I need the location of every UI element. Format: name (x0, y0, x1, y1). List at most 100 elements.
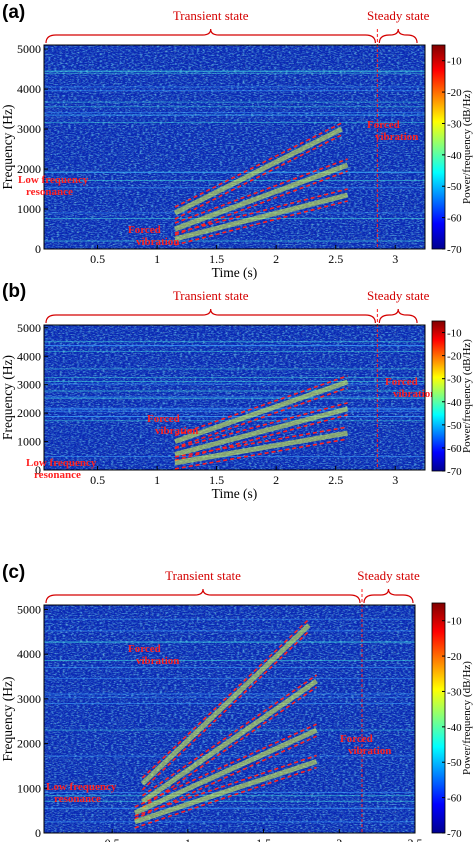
panel-label: (c) (2, 562, 25, 583)
axes-frame (43, 44, 426, 250)
colorbar-tick-label: -30 (447, 374, 462, 386)
ridge-outline-top (174, 402, 348, 450)
y-tick-label: 5000 (17, 42, 41, 56)
x-tick-label: 2.5 (408, 836, 423, 842)
colorbar-tick-label: -70 (447, 466, 462, 478)
x-tick-label: 1.5 (209, 473, 224, 487)
ridge-outline-top (174, 188, 348, 234)
colorbar-tick-label: -30 (447, 118, 462, 130)
state-brace (45, 308, 376, 324)
ridge-outline-top (134, 754, 317, 817)
ridge-outline-top (174, 122, 343, 208)
state-label: Transient state (165, 568, 241, 583)
ridge-outline-bottom (174, 170, 348, 236)
x-tick-label: 2 (273, 252, 279, 266)
forced-vibration-ridge (174, 192, 349, 242)
annotation-label: Forced vibration (367, 119, 418, 143)
spectrogram-hotspots (44, 325, 425, 470)
y-tick-label: 0 (35, 463, 41, 477)
colorbar-tick-label: -10 (447, 616, 462, 628)
y-tick-label: 3000 (17, 378, 41, 392)
y-tick-label: 5000 (17, 321, 41, 335)
annotation-label: Forced vibration (128, 224, 179, 248)
y-tick-label: 4000 (17, 647, 41, 661)
colorbar-tick-label: -60 (447, 793, 462, 805)
y-tick-label: 0 (35, 242, 41, 256)
ridge-outline-bottom (174, 200, 348, 246)
annotation-label: Forced vibration (385, 376, 436, 400)
x-tick-label: 3 (392, 252, 398, 266)
colorbar-label: Power/frequency (dB/Hz) (461, 90, 473, 204)
ridge-outline-bottom (141, 630, 310, 791)
axes-frame (43, 604, 416, 834)
ridge-outline-bottom (141, 686, 318, 809)
forced-vibration-ridge (140, 623, 311, 786)
x-tick-label: 0.5 (105, 836, 120, 842)
annotation-label: Low frequency resonance (26, 457, 97, 481)
state-brace (378, 28, 418, 44)
y-tick-label: 1000 (17, 202, 41, 216)
colorbar-tick-label: -60 (447, 443, 462, 455)
annotation-label: Low frequency resonance (46, 781, 117, 805)
y-tick-label: 4000 (17, 82, 41, 96)
colorbar-tick-label: -20 (447, 651, 462, 663)
colorbar-label: Power/frequency (dB/Hz) (461, 339, 473, 453)
ridge-outline-top (134, 723, 317, 808)
panel-b: (b) 0.5 1 1.5 2 2.5 3 0 1000 2000 3000 4000 5000 Time… (0, 281, 473, 501)
colorbar-tick-label: -40 (447, 397, 462, 409)
state-label: Steady state (367, 288, 430, 303)
state-brace (45, 28, 376, 44)
colorbar-tick-label: -30 (447, 686, 462, 698)
colorbar-tick-label: -70 (447, 244, 462, 256)
x-tick-label: 0.5 (90, 252, 105, 266)
ridge-outline-bottom (174, 387, 348, 449)
panel-label: (b) (2, 281, 26, 302)
colorbar-tick-label: -10 (447, 328, 462, 340)
x-tick-label: 0.5 (90, 473, 105, 487)
x-tick-label: 1 (154, 473, 160, 487)
annotation-label: Forced vibration (128, 643, 179, 667)
ridge-outline-bottom (174, 438, 348, 470)
state-label: Steady state (357, 568, 420, 583)
y-tick-label: 2000 (17, 737, 41, 751)
y-tick-label: 2000 (17, 162, 41, 176)
ridge-outline-bottom (174, 134, 343, 220)
x-axis-label: Time (s) (212, 265, 258, 280)
state-label: Transient state (173, 8, 249, 23)
state-brace (45, 588, 361, 604)
y-tick-label: 3000 (17, 122, 41, 136)
x-tick-label: 2 (273, 473, 279, 487)
x-tick-label: 1.5 (209, 252, 224, 266)
y-tick-label: 3000 (17, 692, 41, 706)
x-tick-label: 1.5 (256, 836, 271, 842)
ridge-outline-top (174, 158, 348, 224)
y-axis-label: Frequency (Hz) (0, 355, 15, 440)
x-tick-label: 3 (392, 473, 398, 487)
forced-vibration-ridge (174, 379, 349, 444)
x-axis-label: Time (s) (212, 486, 258, 501)
y-axis-label: Frequency (Hz) (0, 676, 15, 761)
forced-vibration-ridge (141, 678, 318, 804)
x-tick-label: 1 (185, 836, 191, 842)
state-brace (363, 588, 414, 604)
colorbar (431, 602, 446, 834)
forced-vibration-ridge (133, 727, 318, 816)
y-tick-label: 5000 (17, 602, 41, 616)
colorbar (431, 320, 446, 472)
y-tick-label: 4000 (17, 349, 41, 363)
panel-label: (a) (2, 2, 25, 23)
ridge-outline-top (174, 426, 348, 458)
panel-a: (a) 0.5 1 1.5 2 2.5 3 0 1000 2000 3000 4000 5000 Time… (0, 2, 473, 280)
state-label: Transient state (173, 288, 249, 303)
y-tick-label: 2000 (17, 406, 41, 420)
spectrogram-hotspots (44, 605, 415, 833)
ridge-outline-bottom (174, 414, 348, 462)
y-axis-label: Frequency (Hz) (0, 104, 15, 189)
colorbar-tick-label: -20 (447, 87, 462, 99)
y-tick-label: 1000 (17, 435, 41, 449)
ridge-outline-top (141, 618, 310, 779)
forced-vibration-ridge (174, 406, 349, 457)
x-tick-label: 1 (154, 252, 160, 266)
y-tick-label: 1000 (17, 781, 41, 795)
